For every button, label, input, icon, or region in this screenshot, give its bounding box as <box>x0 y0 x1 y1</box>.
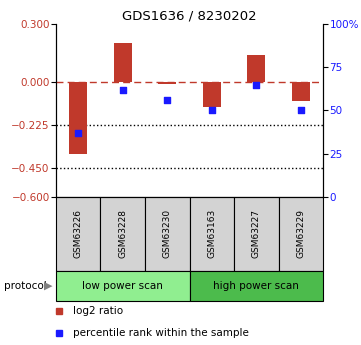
Text: high power scan: high power scan <box>213 281 299 291</box>
Bar <box>190 271 323 301</box>
Bar <box>247 55 265 82</box>
Bar <box>56 271 190 301</box>
Title: GDS1636 / 8230202: GDS1636 / 8230202 <box>122 10 257 23</box>
Bar <box>100 197 145 271</box>
Bar <box>292 82 310 101</box>
Bar <box>145 197 190 271</box>
Text: GSM63228: GSM63228 <box>118 209 127 258</box>
Text: log2 ratio: log2 ratio <box>73 306 123 316</box>
Text: GSM63163: GSM63163 <box>207 209 216 258</box>
Text: percentile rank within the sample: percentile rank within the sample <box>73 328 249 338</box>
Bar <box>69 82 87 155</box>
Point <box>253 82 259 87</box>
Text: GSM63229: GSM63229 <box>296 209 305 258</box>
Text: GSM63227: GSM63227 <box>252 209 261 258</box>
Bar <box>203 82 221 107</box>
Text: low power scan: low power scan <box>82 281 163 291</box>
Text: protocol: protocol <box>4 281 46 291</box>
Point <box>209 108 215 113</box>
Bar <box>158 82 176 83</box>
Text: GSM63226: GSM63226 <box>74 209 83 258</box>
Text: GSM63230: GSM63230 <box>163 209 172 258</box>
Text: ▶: ▶ <box>44 281 53 291</box>
Point <box>75 130 81 136</box>
Bar <box>56 197 100 271</box>
Point <box>298 108 304 113</box>
Bar <box>114 43 132 82</box>
Point <box>164 97 170 103</box>
Bar <box>279 197 323 271</box>
Bar <box>234 197 279 271</box>
Point <box>120 87 126 92</box>
Bar <box>190 197 234 271</box>
